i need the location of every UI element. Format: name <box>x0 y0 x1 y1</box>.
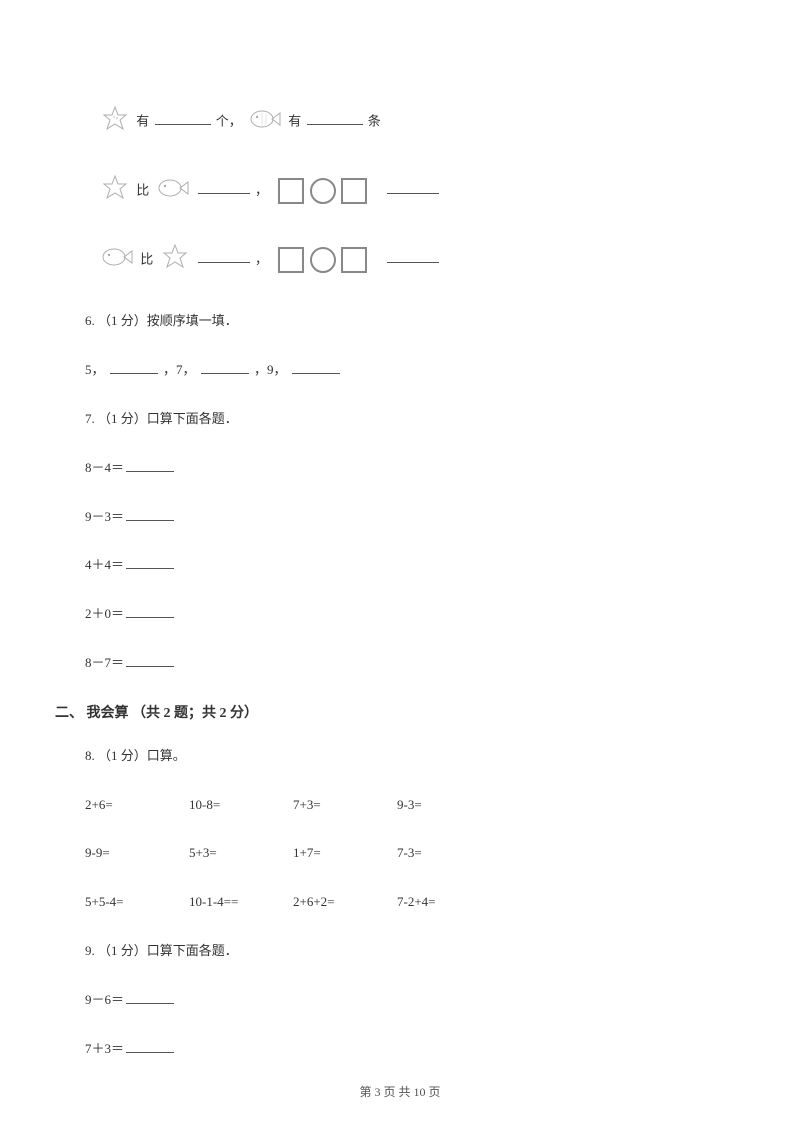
starfish-icon <box>100 105 130 140</box>
blank-seq2[interactable] <box>201 361 249 374</box>
q8-row3: 5+5-4= 10-1-4== 2+6+2= 7-2+4= <box>85 892 715 913</box>
circle-icon[interactable] <box>310 178 336 204</box>
eq-text: 2＋0＝ <box>85 606 124 621</box>
q7-eq1: 8－4＝ <box>85 458 715 479</box>
count-line: 有 个， 有 条 <box>85 105 715 140</box>
text-unit2: 条 <box>368 113 381 128</box>
eq-text: 7＋3＝ <box>85 1041 124 1056</box>
text-comma1: ， <box>255 182 268 197</box>
seq-c: ，9， <box>254 362 287 377</box>
eq-cell: 5+3= <box>189 843 257 864</box>
text-you2: 有 <box>288 113 301 128</box>
blank-count2[interactable] <box>307 112 363 125</box>
blank-ans[interactable] <box>126 605 174 618</box>
blank-seq3[interactable] <box>292 361 340 374</box>
q6-head: 6. （1 分）按顺序填一填． <box>85 311 715 332</box>
fish-icon <box>248 107 282 138</box>
compare-line-1: 比 ， <box>85 174 715 209</box>
seq-b: ，7， <box>163 362 196 377</box>
section2-heading: 二、 我会算 （共 2 题；共 2 分） <box>55 702 715 722</box>
eq-text: 9－3＝ <box>85 509 124 524</box>
q8-row1: 2+6= 10-8= 7+3= 9-3= <box>85 795 715 816</box>
q7-eq2: 9－3＝ <box>85 507 715 528</box>
blank-ans[interactable] <box>126 991 174 1004</box>
blank-ans[interactable] <box>126 508 174 521</box>
q8-row2: 9-9= 5+3= 1+7= 7-3= <box>85 843 715 864</box>
square-icon[interactable] <box>341 247 367 273</box>
blank-result2[interactable] <box>387 250 439 263</box>
eq-text: 8－7＝ <box>85 655 124 670</box>
fish-icon <box>156 176 190 207</box>
square-icon[interactable] <box>341 178 367 204</box>
eq-cell: 1+7= <box>293 843 361 864</box>
q7-head: 7. （1 分）口算下面各题． <box>85 409 715 430</box>
q9-eq2: 7＋3＝ <box>85 1039 715 1060</box>
fish-icon <box>100 245 134 276</box>
seq-a: 5， <box>85 362 105 377</box>
blank-ans[interactable] <box>126 1040 174 1053</box>
blank-compare1[interactable] <box>198 181 250 194</box>
square-icon[interactable] <box>278 178 304 204</box>
eq-cell: 9-3= <box>397 795 465 816</box>
q9-head: 9. （1 分）口算下面各题． <box>85 941 715 962</box>
blank-ans[interactable] <box>126 654 174 667</box>
page-footer: 第 3 页 共 10 页 <box>0 1083 800 1100</box>
q7-eq5: 8－7＝ <box>85 653 715 674</box>
starfish-icon <box>100 174 130 209</box>
eq-cell: 2+6= <box>85 795 153 816</box>
compare-shapes-1 <box>277 178 368 204</box>
text-bi1: 比 <box>136 182 149 197</box>
blank-compare2[interactable] <box>198 250 250 263</box>
eq-cell: 7-3= <box>397 843 465 864</box>
eq-text: 4＋4＝ <box>85 557 124 572</box>
circle-icon[interactable] <box>310 247 336 273</box>
eq-cell: 10-1-4== <box>189 892 257 913</box>
text-unit1: 个， <box>216 113 242 128</box>
q6-sequence: 5， ，7， ，9， <box>85 360 715 381</box>
eq-cell: 2+6+2= <box>293 892 361 913</box>
blank-result1[interactable] <box>387 181 439 194</box>
q7-eq3: 4＋4＝ <box>85 555 715 576</box>
eq-text: 9－6＝ <box>85 992 124 1007</box>
text-comma2: ， <box>255 251 268 266</box>
eq-cell: 5+5-4= <box>85 892 153 913</box>
text-you1: 有 <box>136 113 149 128</box>
eq-cell: 7+3= <box>293 795 361 816</box>
blank-count1[interactable] <box>155 112 211 125</box>
eq-text: 8－4＝ <box>85 460 124 475</box>
q8-head: 8. （1 分）口算。 <box>85 746 715 767</box>
blank-seq1[interactable] <box>110 361 158 374</box>
q7-eq4: 2＋0＝ <box>85 604 715 625</box>
eq-cell: 9-9= <box>85 843 153 864</box>
compare-line-2: 比 ， <box>85 243 715 278</box>
compare-shapes-2 <box>277 247 368 273</box>
starfish-icon <box>160 243 190 278</box>
eq-cell: 10-8= <box>189 795 257 816</box>
eq-cell: 7-2+4= <box>397 892 465 913</box>
blank-ans[interactable] <box>126 556 174 569</box>
square-icon[interactable] <box>278 247 304 273</box>
text-bi2: 比 <box>140 251 153 266</box>
q9-eq1: 9－6＝ <box>85 990 715 1011</box>
blank-ans[interactable] <box>126 459 174 472</box>
